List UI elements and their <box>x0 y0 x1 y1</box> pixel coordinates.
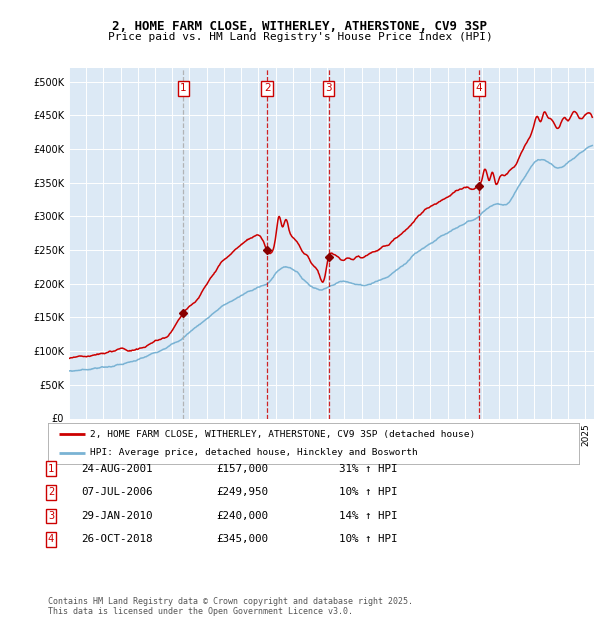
Text: 14% ↑ HPI: 14% ↑ HPI <box>339 511 397 521</box>
Text: 1: 1 <box>180 84 187 94</box>
Text: 10% ↑ HPI: 10% ↑ HPI <box>339 487 397 497</box>
Text: 3: 3 <box>48 511 54 521</box>
Text: 29-JAN-2010: 29-JAN-2010 <box>81 511 152 521</box>
Text: 1: 1 <box>48 464 54 474</box>
Text: 2, HOME FARM CLOSE, WITHERLEY, ATHERSTONE, CV9 3SP (detached house): 2, HOME FARM CLOSE, WITHERLEY, ATHERSTON… <box>91 430 476 439</box>
Text: £240,000: £240,000 <box>216 511 268 521</box>
Text: £345,000: £345,000 <box>216 534 268 544</box>
Text: 24-AUG-2001: 24-AUG-2001 <box>81 464 152 474</box>
Text: Price paid vs. HM Land Registry's House Price Index (HPI): Price paid vs. HM Land Registry's House … <box>107 32 493 42</box>
Text: 2: 2 <box>264 84 271 94</box>
Text: HPI: Average price, detached house, Hinckley and Bosworth: HPI: Average price, detached house, Hinc… <box>91 448 418 458</box>
Text: This data is licensed under the Open Government Licence v3.0.: This data is licensed under the Open Gov… <box>48 607 353 616</box>
Text: 2, HOME FARM CLOSE, WITHERLEY, ATHERSTONE, CV9 3SP: 2, HOME FARM CLOSE, WITHERLEY, ATHERSTON… <box>113 20 487 33</box>
Text: 10% ↑ HPI: 10% ↑ HPI <box>339 534 397 544</box>
Text: 07-JUL-2006: 07-JUL-2006 <box>81 487 152 497</box>
Text: 31% ↑ HPI: 31% ↑ HPI <box>339 464 397 474</box>
Text: 26-OCT-2018: 26-OCT-2018 <box>81 534 152 544</box>
Text: 3: 3 <box>325 84 332 94</box>
Text: £249,950: £249,950 <box>216 487 268 497</box>
Text: 2: 2 <box>48 487 54 497</box>
Text: 4: 4 <box>476 84 482 94</box>
Text: £157,000: £157,000 <box>216 464 268 474</box>
Text: 4: 4 <box>48 534 54 544</box>
Text: Contains HM Land Registry data © Crown copyright and database right 2025.: Contains HM Land Registry data © Crown c… <box>48 597 413 606</box>
